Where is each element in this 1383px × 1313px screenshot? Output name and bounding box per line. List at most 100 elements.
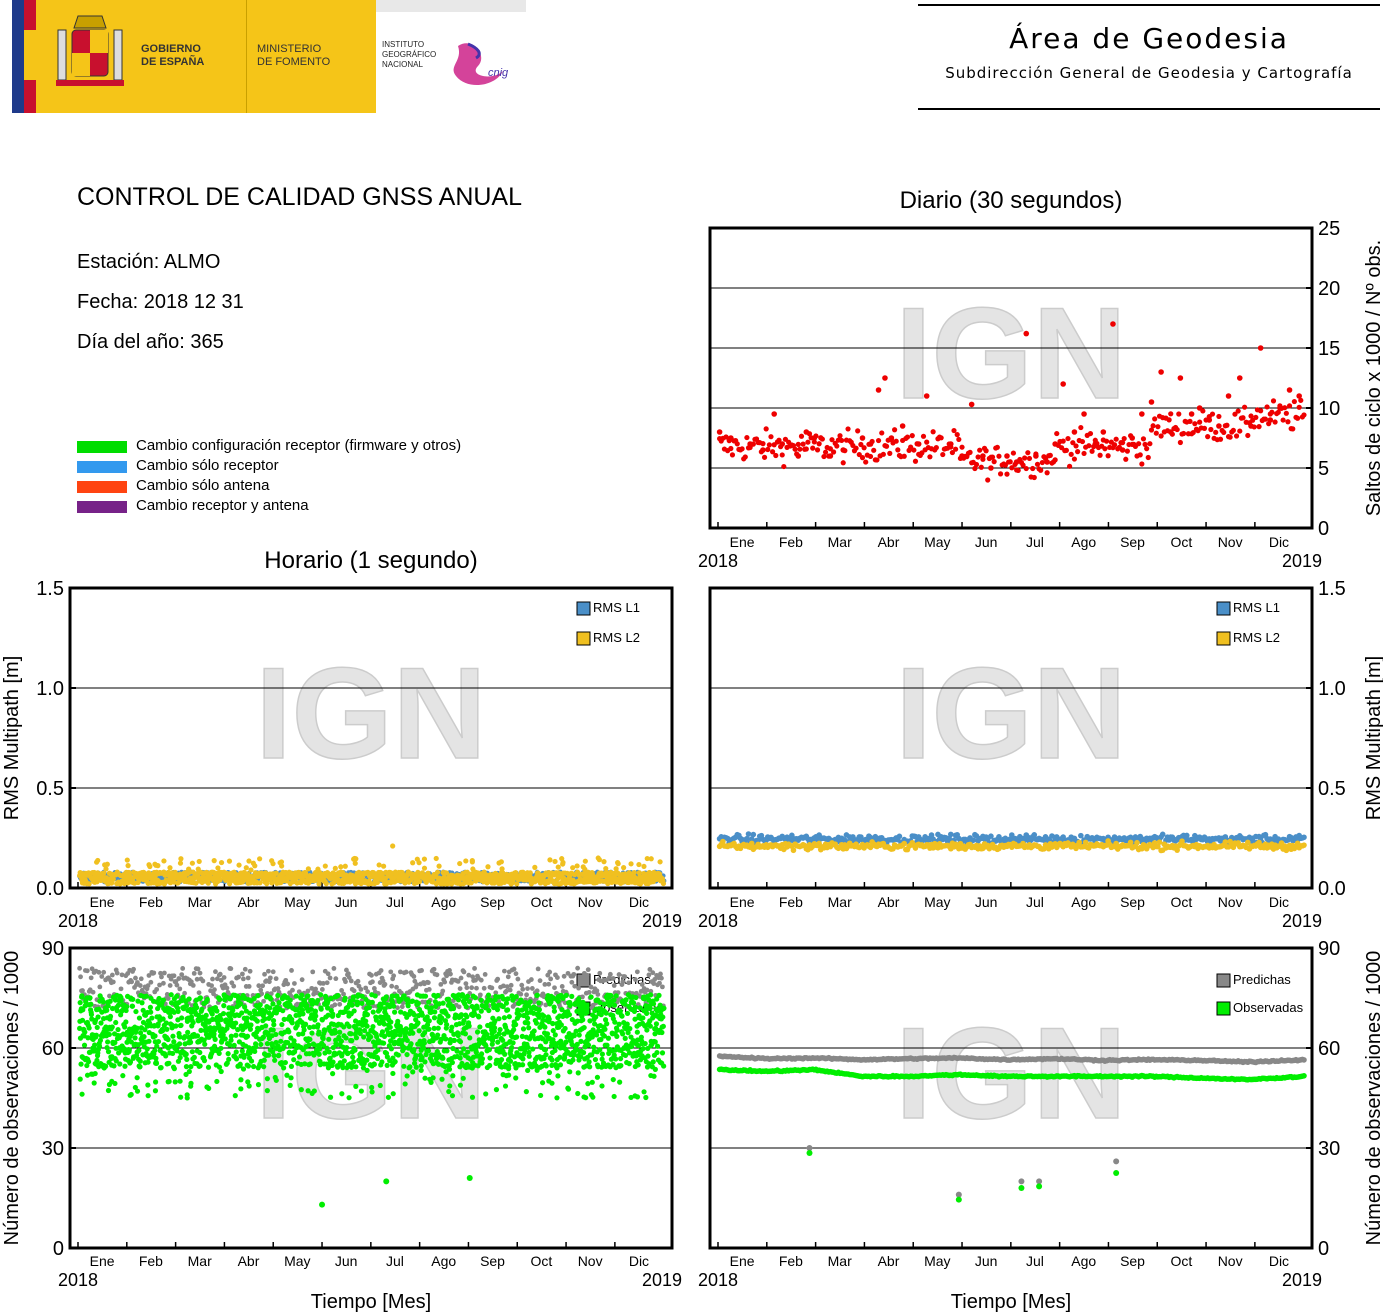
data-point [1139,461,1145,467]
data-point [257,880,263,886]
y-tick-label: 1.0 [36,678,64,700]
data-point [867,441,874,447]
data-point [81,1042,88,1048]
data-point [1187,418,1193,424]
data-point [278,1038,284,1044]
data-point [178,856,184,862]
data-point [560,859,566,866]
month-label: Dic [1269,534,1289,550]
data-point [499,866,505,872]
data-point [267,1005,273,1011]
data-point [1177,439,1183,446]
data-point [190,1019,196,1026]
month-label: Jul [386,894,404,910]
data-point [183,1003,190,1009]
data-point [253,1044,259,1050]
data-point [244,1033,251,1039]
data-point [853,445,859,451]
watermark-text: IGN [895,280,1126,426]
data-point [389,983,395,989]
data-point [388,969,394,975]
month-label: Mar [188,894,212,910]
data-point [143,993,149,999]
data-point [370,1024,376,1030]
data-point [213,969,218,975]
data-point [122,1063,128,1069]
data-point [1023,330,1030,337]
data-point [410,860,416,866]
data-point [973,461,980,468]
data-point [215,865,221,871]
data-point [1270,398,1277,404]
data-point [92,1042,98,1048]
data-point [648,856,654,862]
data-point [267,975,273,981]
data-point [84,968,90,974]
data-point [1013,459,1020,465]
data-point [211,858,217,864]
data-point [1139,411,1145,417]
data-point [985,477,991,483]
y-tick-label: 25 [1318,218,1340,240]
data-point [281,1065,287,1071]
data-point [236,862,242,868]
data-point [988,465,994,471]
data-point [956,436,962,443]
data-point [110,876,116,882]
data-point [496,860,502,866]
data-point [371,1061,377,1067]
data-point [1159,831,1166,838]
data-point [882,375,888,381]
data-point [1205,434,1211,440]
data-point [138,976,144,982]
data-point [1221,429,1227,435]
data-point [170,1033,176,1039]
data-point [1007,459,1013,465]
y-tick-label: 60 [42,1038,64,1060]
data-point [1152,416,1158,422]
data-point [330,1059,336,1065]
data-point [518,991,524,997]
data-point [607,971,613,977]
data-point [316,881,322,887]
gobierno-text: GOBIERNO DE ESPAÑA [141,43,205,68]
data-point [151,970,157,976]
data-point [368,1034,374,1040]
data-point [1248,423,1254,429]
data-point [1060,381,1066,387]
data-point [959,444,965,450]
data-point [316,1051,322,1057]
data-point [839,437,845,444]
data-point [264,881,270,887]
data-point [225,1051,231,1057]
month-label: Nov [1218,1253,1243,1269]
data-point [248,1022,254,1028]
data-point [276,1052,282,1058]
data-point [1235,408,1241,414]
month-label: Mar [828,1253,852,1269]
data-point [282,1059,288,1066]
data-point [131,966,136,972]
data-point [552,985,557,991]
data-point [189,860,195,866]
data-point [840,460,846,466]
data-point [200,978,206,984]
data-point [1137,452,1143,458]
data-point [212,987,217,993]
data-point [257,1002,263,1008]
data-point [953,446,959,452]
data-point [115,1026,121,1033]
data-point [197,1049,203,1056]
data-point [975,454,981,460]
data-point [331,966,337,971]
data-point [369,972,374,978]
data-point [337,1029,343,1035]
watermark-text: IGN [255,640,486,786]
data-point [734,441,740,447]
data-point [798,433,805,439]
data-point [136,1047,142,1054]
data-point [224,985,230,991]
data-point [912,458,919,464]
data-point [342,995,348,1001]
data-point [576,985,581,991]
